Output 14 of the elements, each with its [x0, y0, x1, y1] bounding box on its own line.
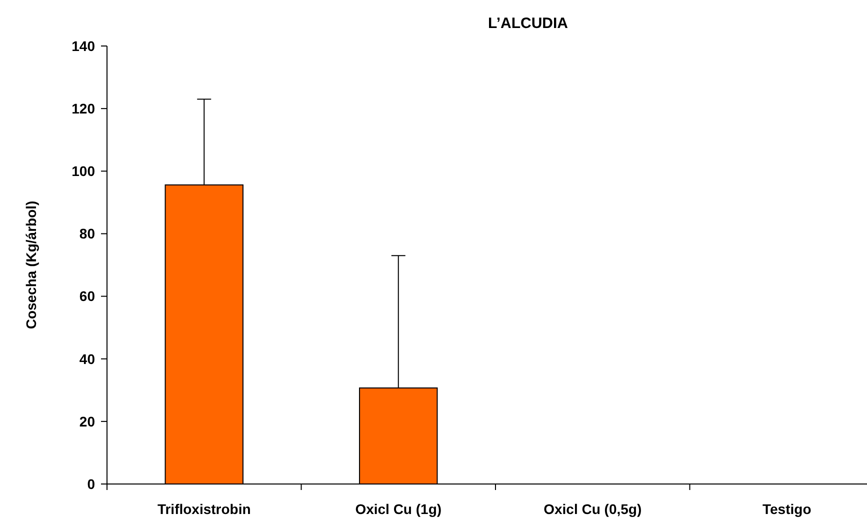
y-tick-label: 120 — [72, 100, 96, 116]
y-tick-label: 80 — [79, 226, 96, 242]
x-tick-label: Oxicl Cu (0,5g) — [544, 501, 642, 517]
y-tick-label: 0 — [87, 476, 96, 492]
x-tick-label: Trifloxistrobin — [157, 501, 251, 517]
x-tick-label: Testigo — [762, 501, 812, 517]
x-tick-label: Oxicl Cu (1g) — [355, 501, 442, 517]
y-tick-label: 100 — [72, 163, 96, 180]
y-tick-label: 140 — [72, 38, 96, 54]
y-axis-title: Cosecha (Kg/árbol) — [23, 200, 39, 330]
y-tick-label: 20 — [79, 413, 96, 430]
chart-title: L’ALCUDIA — [488, 15, 568, 32]
y-tick-label: 40 — [79, 350, 96, 367]
y-tick-label: 60 — [79, 288, 96, 304]
